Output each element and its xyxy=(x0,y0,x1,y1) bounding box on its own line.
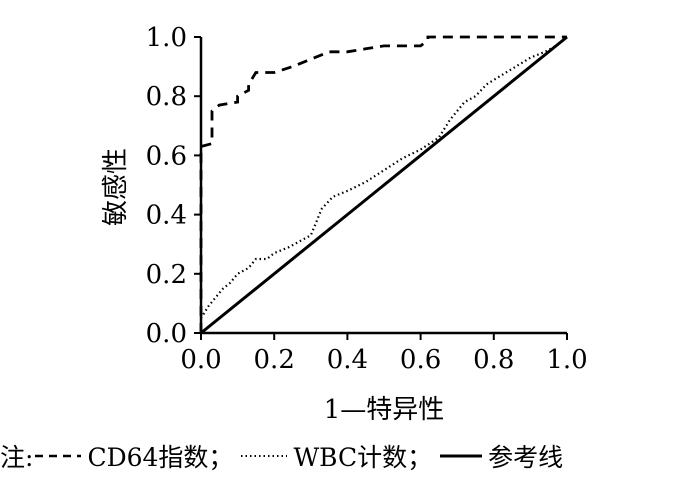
dotted-line-swatch xyxy=(241,455,288,457)
series-reference-line xyxy=(200,35,568,335)
solid-line-swatch xyxy=(440,454,483,458)
axes xyxy=(199,37,567,335)
legend-prefix: 注: xyxy=(0,443,34,472)
roc-chart: 0.0 0.2 0.4 0.6 0.8 1.0 0.0 0.2 0.4 0.6 0.8 1.0 1—特… xyxy=(101,23,588,425)
dashed-line-swatch xyxy=(35,454,82,458)
legend-label-cd64: CD64指数 xyxy=(87,443,209,472)
y-tick-label: 0.4 xyxy=(146,201,187,231)
y-tick-label: 1.0 xyxy=(146,23,187,53)
y-axis-title: 敏感性 xyxy=(101,148,131,226)
y-tick-label: 0.0 xyxy=(146,319,187,349)
legend-item-wbc: WBC计数 xyxy=(239,438,407,474)
y-tick-label: 0.2 xyxy=(146,260,187,290)
x-tick-label: 0.8 xyxy=(473,345,514,375)
x-axis-title: 1—特异性 xyxy=(324,395,445,425)
legend-separator: ； xyxy=(208,443,234,472)
plot-lines xyxy=(199,35,568,335)
legend-separator: ； xyxy=(407,443,433,472)
x-tick-label: 1.0 xyxy=(546,345,587,375)
x-tick-label: 0.0 xyxy=(180,345,221,375)
x-tick-label: 0.2 xyxy=(254,345,295,375)
legend: 注: CD64指数 ； WBC计数 ； 参考线 xyxy=(0,436,699,476)
series-wbc-line xyxy=(200,36,568,319)
ticks: 0.0 0.2 0.4 0.6 0.8 1.0 0.0 0.2 0.4 0.6 0.8 1.0 xyxy=(146,23,588,375)
legend-label-reference: 参考线 xyxy=(488,443,564,472)
legend-item-reference: 参考线 xyxy=(438,438,563,474)
legend-label-wbc: WBC计数 xyxy=(293,443,408,472)
x-tick-label: 0.6 xyxy=(400,345,441,375)
legend-item-cd64: CD64指数 xyxy=(33,438,208,474)
y-tick-label: 0.8 xyxy=(146,82,187,112)
series-cd64-line xyxy=(199,35,567,333)
x-tick-label: 0.4 xyxy=(327,345,368,375)
y-tick-label: 0.6 xyxy=(146,141,187,171)
